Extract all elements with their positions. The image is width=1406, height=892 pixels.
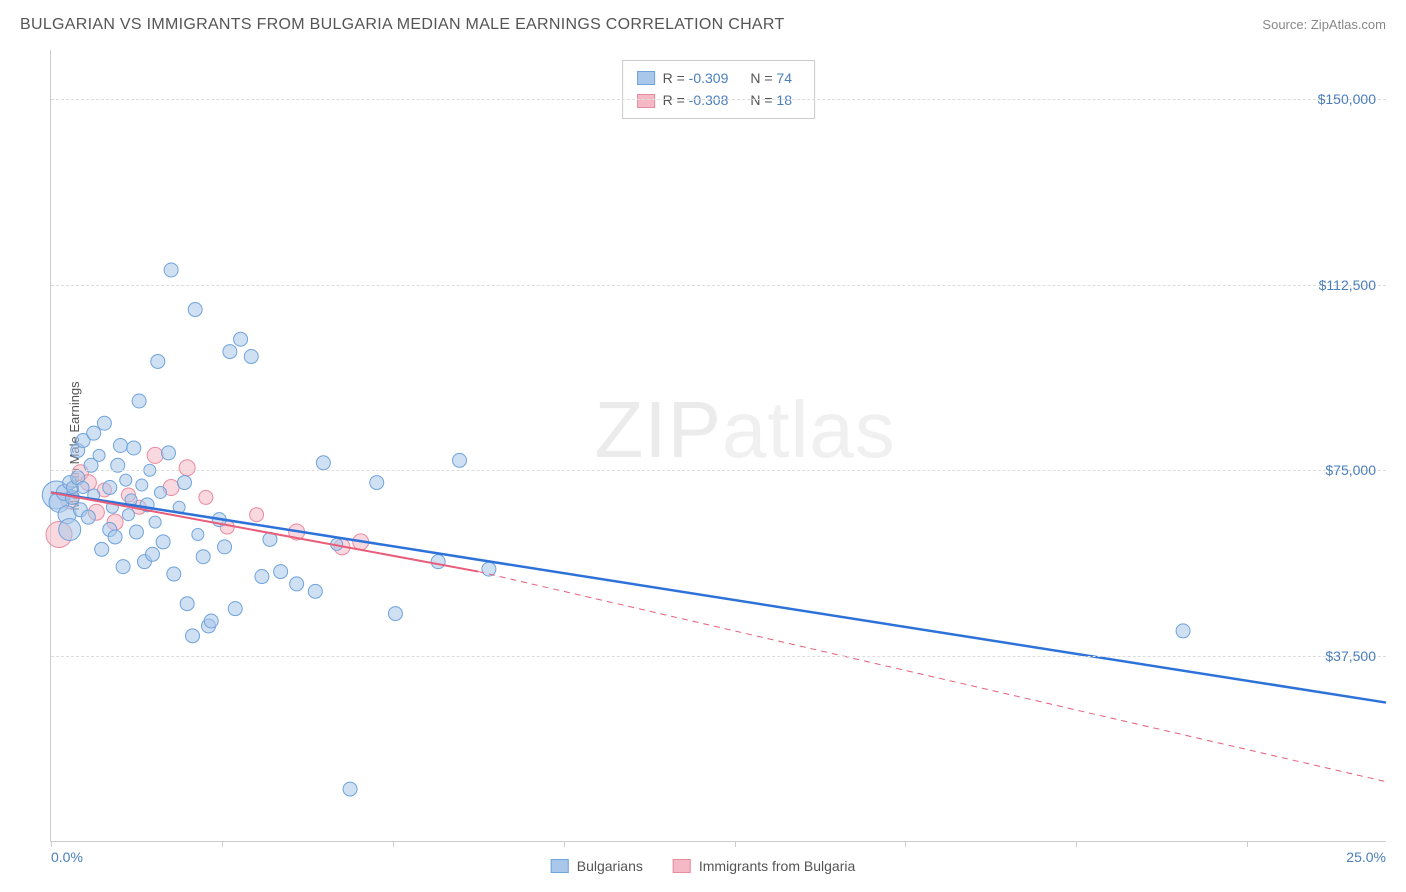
- trend-line: [478, 572, 1386, 782]
- x-tick: [1076, 841, 1077, 847]
- data-point[interactable]: [244, 350, 258, 364]
- data-point[interactable]: [149, 516, 161, 528]
- data-point[interactable]: [228, 602, 242, 616]
- data-point[interactable]: [192, 528, 204, 540]
- data-point[interactable]: [95, 542, 109, 556]
- data-point[interactable]: [151, 354, 165, 368]
- x-tick: [905, 841, 906, 847]
- legend-item: Immigrants from Bulgaria: [673, 858, 855, 874]
- source-credit: Source: ZipAtlas.com: [1262, 17, 1386, 32]
- data-point[interactable]: [156, 535, 170, 549]
- data-point[interactable]: [167, 567, 181, 581]
- data-point[interactable]: [108, 530, 122, 544]
- swatch-icon: [551, 859, 569, 873]
- x-tick-label: 0.0%: [51, 849, 83, 865]
- data-point[interactable]: [178, 476, 192, 490]
- trend-line: [51, 492, 1386, 702]
- data-point[interactable]: [145, 547, 159, 561]
- data-point[interactable]: [81, 510, 95, 524]
- data-point[interactable]: [103, 481, 117, 495]
- data-point[interactable]: [186, 629, 200, 643]
- legend-item: Bulgarians: [551, 858, 643, 874]
- data-point[interactable]: [308, 584, 322, 598]
- data-point[interactable]: [116, 560, 130, 574]
- chart-title: BULGARIAN VS IMMIGRANTS FROM BULGARIA ME…: [20, 16, 785, 34]
- y-tick-label: $75,000: [1325, 462, 1376, 478]
- data-point[interactable]: [218, 540, 232, 554]
- data-point[interactable]: [196, 550, 210, 564]
- data-point[interactable]: [274, 565, 288, 579]
- data-point[interactable]: [154, 486, 166, 498]
- y-tick-label: $150,000: [1318, 91, 1376, 107]
- data-point[interactable]: [97, 416, 111, 430]
- data-point[interactable]: [180, 597, 194, 611]
- x-tick: [564, 841, 565, 847]
- data-point[interactable]: [223, 345, 237, 359]
- x-tick: [393, 841, 394, 847]
- data-point[interactable]: [199, 490, 213, 504]
- gridline: [51, 99, 1386, 100]
- data-point[interactable]: [431, 555, 445, 569]
- x-tick-label: 25.0%: [1346, 849, 1386, 865]
- y-tick-label: $112,500: [1319, 277, 1376, 293]
- data-point[interactable]: [77, 482, 89, 494]
- x-tick: [51, 841, 52, 847]
- gridline: [51, 656, 1386, 657]
- x-tick: [735, 841, 736, 847]
- data-point[interactable]: [129, 525, 143, 539]
- data-point[interactable]: [136, 479, 148, 491]
- gridline: [51, 470, 1386, 471]
- data-point[interactable]: [113, 439, 127, 453]
- data-point[interactable]: [147, 447, 163, 463]
- data-point[interactable]: [204, 614, 218, 628]
- data-point[interactable]: [132, 394, 146, 408]
- x-tick: [1247, 841, 1248, 847]
- data-point[interactable]: [120, 474, 132, 486]
- source-link[interactable]: ZipAtlas.com: [1311, 17, 1386, 32]
- data-point[interactable]: [255, 570, 269, 584]
- data-point[interactable]: [122, 509, 134, 521]
- legend-label: Bulgarians: [577, 858, 643, 874]
- data-point[interactable]: [93, 449, 105, 461]
- data-point[interactable]: [59, 519, 81, 541]
- data-point[interactable]: [250, 508, 264, 522]
- data-point[interactable]: [188, 303, 202, 317]
- data-point[interactable]: [179, 460, 195, 476]
- data-point[interactable]: [164, 263, 178, 277]
- data-point[interactable]: [370, 476, 384, 490]
- header: BULGARIAN VS IMMIGRANTS FROM BULGARIA ME…: [0, 0, 1406, 42]
- data-point[interactable]: [343, 782, 357, 796]
- data-point[interactable]: [316, 456, 330, 470]
- data-point[interactable]: [127, 441, 141, 455]
- swatch-icon: [673, 859, 691, 873]
- data-point[interactable]: [482, 562, 496, 576]
- data-point[interactable]: [234, 332, 248, 346]
- x-tick: [222, 841, 223, 847]
- data-point[interactable]: [388, 607, 402, 621]
- chart-plot-area: ZIPatlas R = -0.309 N = 74 R = -0.308 N …: [50, 50, 1386, 842]
- y-tick-label: $37,500: [1325, 648, 1376, 664]
- legend-label: Immigrants from Bulgaria: [699, 858, 855, 874]
- data-point[interactable]: [161, 446, 175, 460]
- source-label: Source:: [1262, 17, 1307, 32]
- data-point[interactable]: [87, 426, 101, 440]
- data-point[interactable]: [290, 577, 304, 591]
- data-point[interactable]: [1176, 624, 1190, 638]
- scatter-svg: [51, 50, 1386, 841]
- series-legend: Bulgarians Immigrants from Bulgaria: [551, 858, 856, 874]
- data-point[interactable]: [453, 453, 467, 467]
- gridline: [51, 285, 1386, 286]
